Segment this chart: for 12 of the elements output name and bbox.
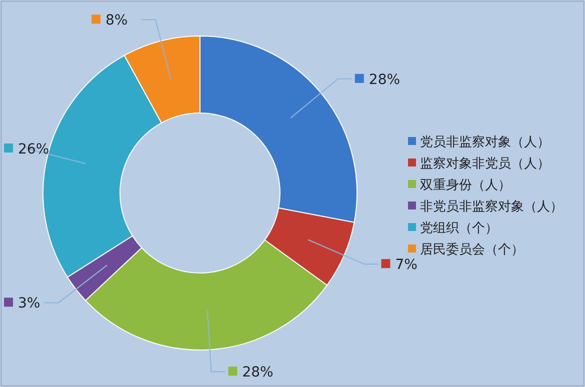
data-label: 28% bbox=[368, 72, 400, 88]
legend-label: 监察对象非党员（人） bbox=[420, 156, 550, 172]
legend-label: 党员非监察对象（人） bbox=[420, 134, 550, 150]
data-label: 3% bbox=[18, 296, 40, 312]
legend-label: 非党员非监察对象（人） bbox=[420, 198, 563, 214]
legend-label: 居民委员会（个） bbox=[420, 242, 524, 258]
legend-label: 双重身份（人） bbox=[420, 178, 511, 193]
legend-label: 党组织（个） bbox=[420, 221, 498, 236]
data-label: 8% bbox=[105, 12, 128, 29]
data-label: 28% bbox=[242, 364, 274, 381]
data-label: 7% bbox=[395, 257, 418, 274]
data-label: 26% bbox=[18, 141, 50, 158]
